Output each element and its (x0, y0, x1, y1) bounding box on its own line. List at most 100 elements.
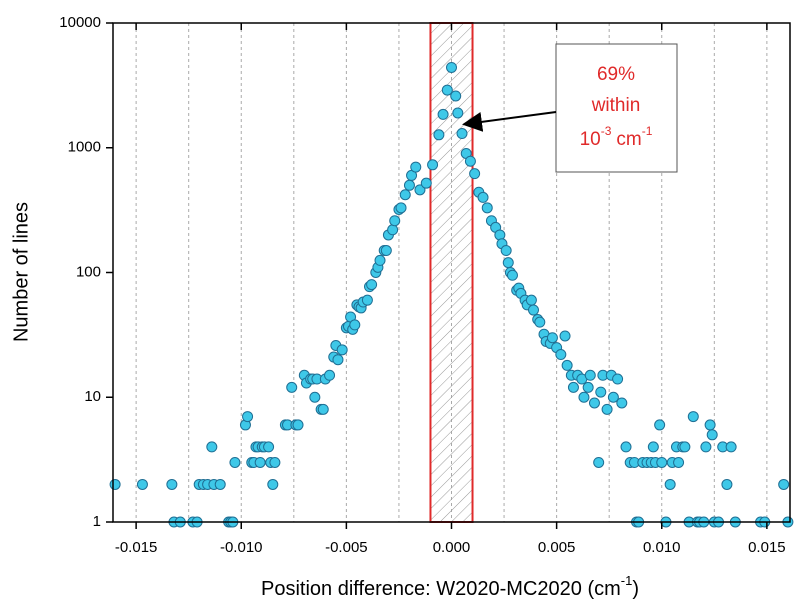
point (664, 478, 676, 490)
x-tick-label: -0.005 (325, 539, 368, 556)
x-axis-label-sup: -1 (621, 573, 633, 588)
x-axis-label-text: Position difference: W2020-MC2020 (cm (261, 578, 621, 600)
point (567, 381, 579, 393)
point (366, 279, 378, 291)
highlight-band (429, 22, 474, 523)
x-tick-label: 0.010 (643, 539, 681, 556)
point (601, 403, 613, 415)
point (166, 478, 178, 490)
x-axis-label: Position difference: W2020-MC2020 (cm-1) (261, 573, 639, 600)
point (136, 478, 148, 490)
point (584, 369, 596, 381)
point (446, 61, 457, 73)
point (700, 441, 712, 453)
annotation-sup: -1 (642, 124, 653, 138)
point (546, 332, 558, 344)
x-tick-label: -0.010 (220, 539, 263, 556)
annotation-base: 10 (580, 129, 601, 150)
point (433, 129, 445, 141)
point (704, 419, 716, 431)
annotation-line: 69% (597, 64, 635, 85)
y-tick-label: 100 (76, 263, 101, 280)
axes: -0.015 -0.010 -0.005 0.000 0.005 0.010 0.015 1 1… (59, 14, 791, 556)
point (673, 456, 685, 468)
x-tick-label: 0.015 (748, 539, 786, 556)
point (109, 478, 121, 490)
point (721, 478, 733, 490)
annotation-box (555, 43, 678, 173)
y-tick-label: 1000 (68, 139, 101, 156)
highlight (429, 22, 474, 523)
point (506, 269, 518, 281)
point (336, 344, 348, 356)
point (620, 441, 632, 453)
point (452, 107, 464, 119)
point (403, 179, 415, 191)
point (450, 90, 462, 102)
point (286, 381, 298, 393)
point (593, 456, 605, 468)
point (242, 411, 254, 423)
point (469, 168, 481, 180)
point (502, 257, 514, 269)
point (420, 177, 432, 189)
annotation-arrow (462, 111, 557, 132)
point (395, 202, 407, 214)
point (559, 330, 571, 342)
point (595, 386, 607, 398)
point (269, 456, 281, 468)
point (578, 391, 590, 403)
point (317, 403, 329, 415)
y-tick-label: 1 (93, 513, 101, 530)
point (527, 304, 539, 316)
point (214, 478, 226, 490)
point (292, 419, 304, 431)
point (309, 391, 321, 403)
point (555, 349, 567, 361)
point (399, 189, 411, 201)
point (588, 397, 600, 409)
point (229, 456, 241, 468)
point (582, 381, 594, 393)
x-tick-label: -0.015 (115, 539, 158, 556)
annotation-unit: cm (616, 129, 641, 150)
x-tick-label: 0.000 (433, 539, 471, 556)
x-axis-label-end: ) (632, 578, 639, 600)
point (374, 254, 386, 266)
point (687, 411, 699, 423)
point (324, 369, 336, 381)
y-axis-label: Number of lines (10, 202, 32, 342)
point (441, 84, 453, 96)
point (612, 373, 624, 385)
point (706, 429, 718, 441)
point (206, 441, 218, 453)
annotation-sup: -3 (601, 124, 612, 138)
point (263, 441, 275, 453)
point (427, 159, 439, 171)
point (656, 456, 668, 468)
y-tick-label: 10 (84, 388, 101, 405)
point (349, 319, 361, 331)
y-tick-label: 10000 (59, 14, 101, 31)
point (332, 354, 344, 366)
point (387, 224, 399, 236)
point (561, 359, 573, 371)
point (679, 441, 691, 453)
point (654, 419, 666, 431)
point (616, 397, 628, 409)
point (477, 191, 489, 203)
point (464, 155, 476, 167)
point (389, 215, 401, 227)
point (725, 441, 737, 453)
point (267, 478, 279, 490)
point (380, 245, 392, 257)
annotation-line: 10-3 cm-1 (580, 124, 653, 150)
point (525, 294, 537, 306)
point (410, 161, 422, 173)
point (254, 456, 266, 468)
point (778, 478, 790, 490)
point (456, 128, 468, 140)
point (481, 202, 493, 214)
